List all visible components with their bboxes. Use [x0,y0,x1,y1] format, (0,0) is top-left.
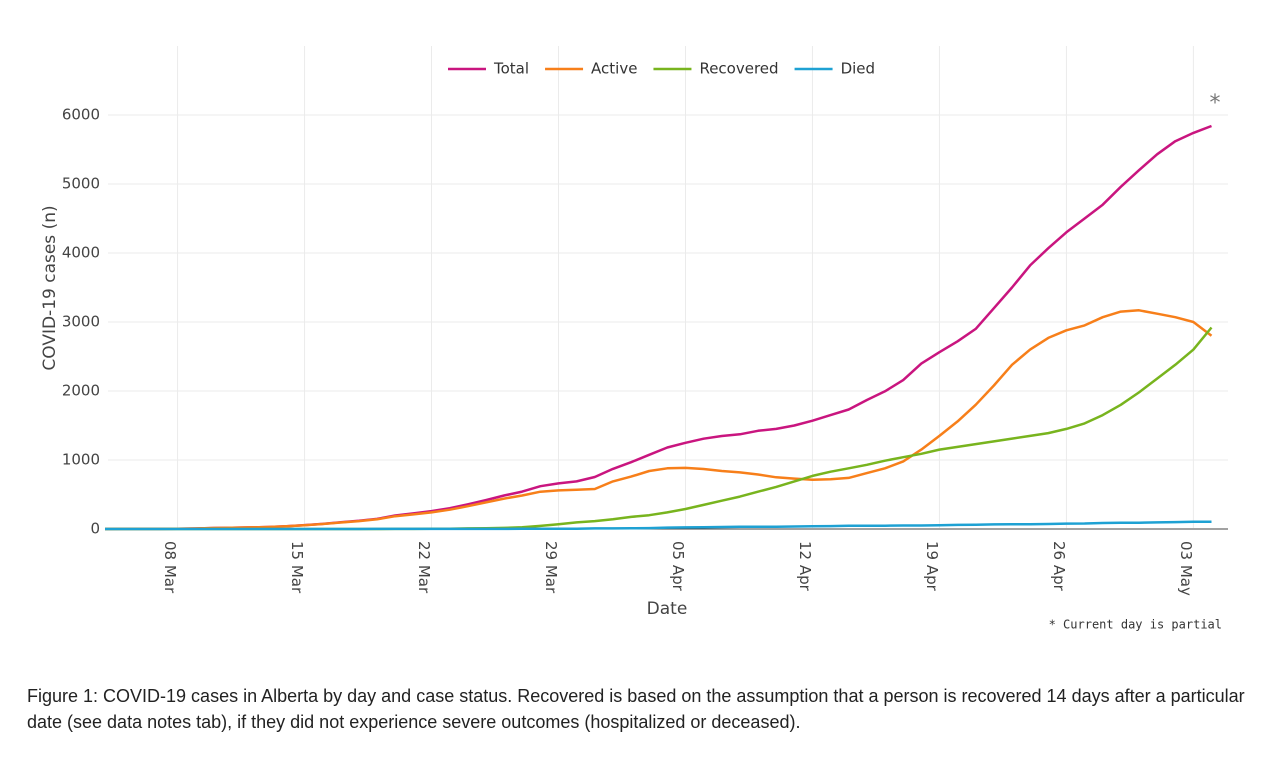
x-axis-title: Date [647,599,688,619]
x-tick-label: 26 Apr [1050,541,1068,592]
y-tick-label: 0 [90,520,100,538]
line-series [104,309,1213,531]
y-axis-title: COVID-19 cases (n) [40,205,60,370]
x-tick-label: 12 Apr [796,541,814,592]
x-tick-label: 22 Mar [415,541,433,594]
x-tick-label: 15 Mar [288,541,306,594]
note: * Current day is partial [1049,618,1222,632]
legend-label: Recovered [699,60,778,78]
legend-label: Active [591,60,637,78]
chart: Date COVID-19 cases (n) * * Current day … [40,46,1228,632]
y-tick-label: 5000 [62,175,100,193]
legend-label: Total [493,60,529,78]
x-tick-label: 19 Apr [923,541,941,592]
line-series [105,520,1212,531]
x-tick-label: 05 Apr [669,541,687,592]
x-tick-label: 29 Mar [542,541,560,594]
y-tick-label: 1000 [62,451,100,469]
caption: Figure 1: COVID-19 cases in Alberta by d… [27,686,1245,732]
annotation: * [1210,91,1221,116]
y-tick-label: 6000 [62,106,100,124]
y-tick-label: 4000 [62,244,100,262]
y-tick-label: 2000 [62,382,100,400]
line-series [105,326,1213,531]
y-tick-label: 3000 [62,313,100,331]
legend-label: Died [841,60,875,78]
x-tick-label: 08 Mar [161,541,179,594]
x-tick-label: 03 May [1177,541,1195,596]
